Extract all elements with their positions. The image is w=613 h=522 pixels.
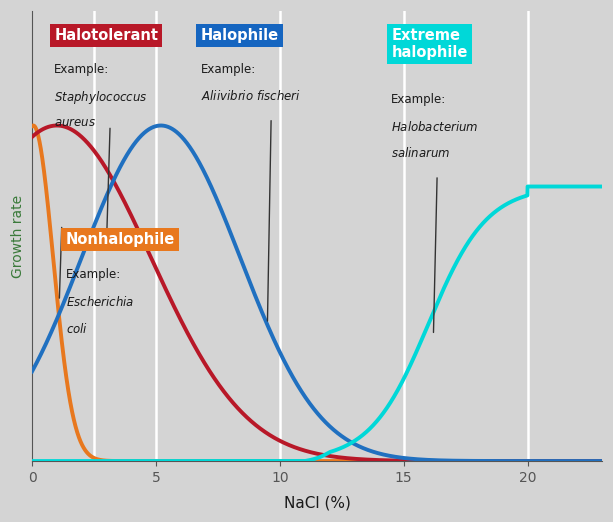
Text: $coli$: $coli$ bbox=[66, 322, 88, 336]
Text: Example:: Example: bbox=[391, 93, 446, 106]
Text: $Halobacterium$: $Halobacterium$ bbox=[391, 120, 479, 134]
Y-axis label: Growth rate: Growth rate bbox=[11, 195, 25, 278]
Text: Extreme
halophile: Extreme halophile bbox=[391, 28, 468, 60]
X-axis label: NaCl (%): NaCl (%) bbox=[284, 496, 351, 511]
Text: Halophile: Halophile bbox=[200, 28, 279, 43]
Text: Halotolerant: Halotolerant bbox=[55, 28, 158, 43]
Text: Nonhalophile: Nonhalophile bbox=[66, 232, 175, 247]
Text: Example:: Example: bbox=[200, 63, 256, 76]
Text: $Staphylococcus$: $Staphylococcus$ bbox=[55, 89, 148, 106]
Text: Example:: Example: bbox=[66, 268, 121, 281]
Text: Example:: Example: bbox=[55, 63, 110, 76]
Text: $Escherichia$: $Escherichia$ bbox=[66, 295, 134, 309]
Text: $aureus$: $aureus$ bbox=[55, 116, 96, 129]
Text: $Aliivibrio$ $fischeri$: $Aliivibrio$ $fischeri$ bbox=[200, 89, 300, 103]
Text: $salinarum$: $salinarum$ bbox=[391, 147, 451, 160]
